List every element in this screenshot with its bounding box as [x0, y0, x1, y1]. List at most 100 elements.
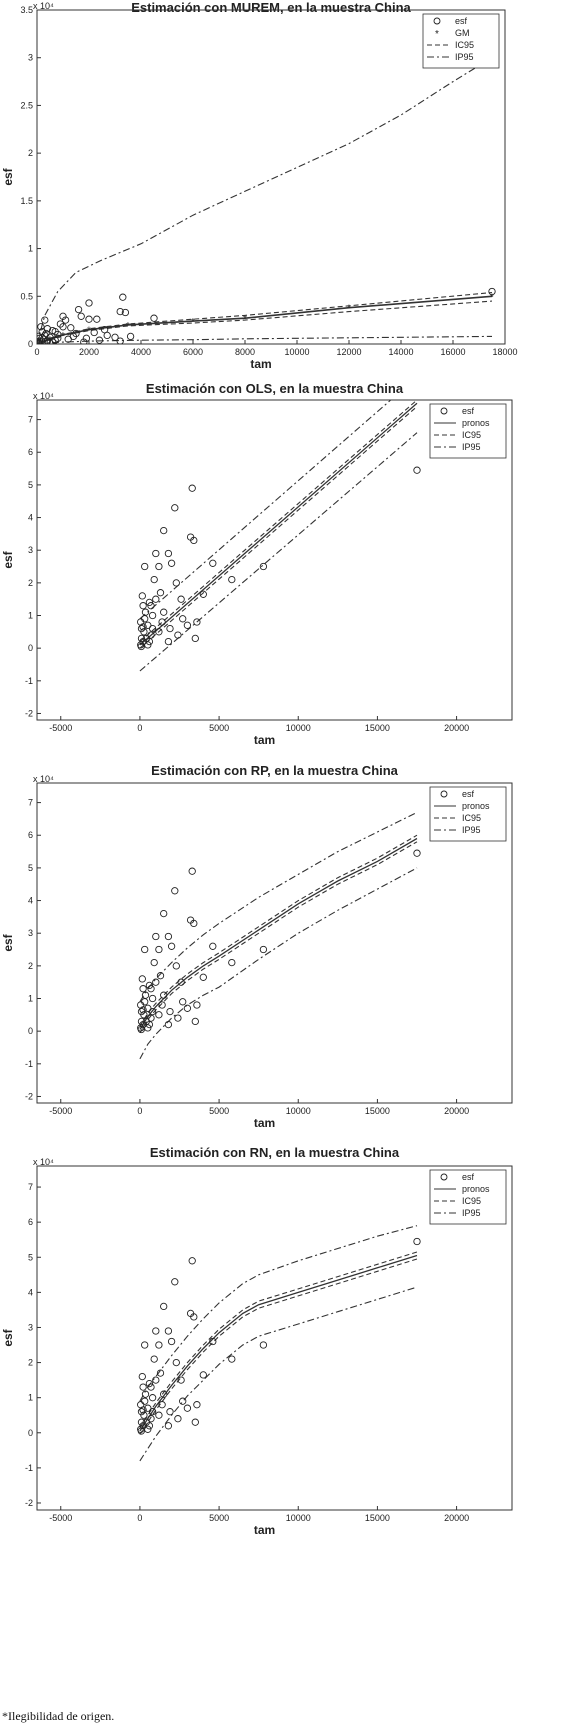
- x-tick-label: 5000: [209, 1106, 229, 1116]
- data-point: [177, 595, 185, 603]
- data-point: [160, 1390, 168, 1398]
- data-point: [145, 1379, 154, 1388]
- data-point: [164, 1020, 173, 1029]
- y-tick-label: 4: [28, 1287, 33, 1297]
- series-line-ip95: [139, 432, 418, 672]
- chart-ols: Estimación con OLS, en la muestra China x…: [1, 381, 513, 747]
- series-line-ic95: [139, 841, 418, 1034]
- series-line-ip95: [37, 335, 493, 344]
- legend-label: pronos: [462, 1184, 490, 1194]
- y-tick-label: 5: [28, 480, 33, 490]
- data-point: [155, 1341, 163, 1349]
- data-point: [193, 1001, 201, 1009]
- legend-marker-esf: [440, 407, 448, 415]
- chart-title: Estimación con RN, en la muestra China: [150, 1145, 400, 1160]
- data-point: [152, 595, 160, 603]
- x-tick-label: 10000: [284, 347, 309, 357]
- y-tick-label: 3: [28, 1322, 33, 1332]
- footnote: *Ilegibilidad de origen.: [2, 1709, 115, 1723]
- data-point: [116, 307, 124, 316]
- data-point: [141, 1390, 150, 1398]
- data-point: [160, 1302, 168, 1311]
- legend-label: IC95: [462, 813, 481, 823]
- y-tick-label: 2: [28, 148, 33, 158]
- chart-rp: Estimación con RP, en la muestra China x …: [1, 763, 513, 1130]
- x-tick-label: 10000: [286, 1513, 311, 1523]
- x-tick-label: 12000: [336, 347, 361, 357]
- y-tick-label: 4: [28, 896, 33, 906]
- x-tick-label: 5000: [209, 723, 229, 733]
- legend-label: IC95: [462, 1196, 481, 1206]
- data-point: [141, 998, 149, 1006]
- data-point: [160, 909, 168, 918]
- data-point: [150, 958, 158, 967]
- data-point: [145, 637, 154, 646]
- data-point: [259, 562, 268, 571]
- y-axis-label: esf: [1, 550, 15, 568]
- data-point: [209, 559, 217, 567]
- x-tick-label: -5000: [49, 1106, 72, 1116]
- data-point: [141, 615, 149, 623]
- legend-label: IP95: [462, 825, 481, 835]
- x-tick-label: 15000: [365, 723, 390, 733]
- y-tick-label: 6: [28, 447, 33, 457]
- y-tick-label: 1: [28, 244, 33, 254]
- legend-label: IP95: [462, 442, 481, 452]
- series-line-ip95: [139, 867, 418, 1060]
- y-tick-label: 7: [28, 798, 33, 808]
- plot-frame: [36, 782, 513, 1104]
- data-point: [69, 332, 78, 341]
- legend-marker-gm: *: [435, 29, 439, 40]
- data-point: [137, 1017, 146, 1026]
- data-point: [190, 1313, 198, 1321]
- y-scale-label: x 10⁴: [33, 1, 54, 11]
- x-tick-label: 18000: [492, 347, 517, 357]
- series-line-ic95: [139, 400, 418, 643]
- data-point: [139, 1406, 147, 1414]
- data-point: [191, 1017, 199, 1026]
- gm-marker: *: [87, 326, 91, 337]
- data-point: [137, 1025, 145, 1034]
- series-line-ic95: [139, 1251, 418, 1428]
- plot-frame: [36, 9, 506, 345]
- data-point: [61, 316, 70, 324]
- data-point: [191, 1418, 199, 1426]
- gm-marker: *: [191, 317, 195, 328]
- series-line-ip95: [139, 400, 392, 620]
- data-point: [145, 1422, 154, 1430]
- data-point: [171, 504, 179, 512]
- data-point: [148, 611, 157, 620]
- data-point: [413, 1237, 421, 1246]
- data-point: [150, 1355, 158, 1363]
- data-point: [144, 1404, 152, 1412]
- data-point: [171, 1278, 179, 1286]
- y-tick-label: 0: [28, 1026, 33, 1036]
- y-scale-label: x 10⁴: [33, 391, 54, 401]
- data-point: [177, 1376, 185, 1384]
- data-point: [174, 631, 182, 639]
- data-point: [183, 1004, 192, 1012]
- x-tick-label: 14000: [388, 347, 413, 357]
- legend-box: [422, 13, 500, 69]
- legend-label: esf: [455, 16, 468, 26]
- series-line-ic95: [139, 834, 418, 1027]
- y-tick-label: 7: [28, 1182, 33, 1192]
- data-point: [42, 329, 50, 338]
- legend-marker-esf: [433, 17, 441, 25]
- x-tick-label: 16000: [440, 347, 465, 357]
- data-point: [145, 1020, 154, 1029]
- legend-label: IC95: [462, 430, 481, 440]
- data-point: [164, 1327, 173, 1335]
- y-tick-label: 2.5: [20, 100, 33, 110]
- data-point: [67, 324, 75, 332]
- legend-label: esf: [462, 406, 475, 416]
- data-point: [77, 312, 85, 320]
- y-tick-label: -2: [25, 708, 33, 718]
- data-point: [144, 621, 152, 629]
- data-point: [156, 1369, 165, 1377]
- series-line-ip95: [37, 57, 493, 344]
- chart-title: Estimación con OLS, en la muestra China: [146, 381, 404, 396]
- x-tick-label: 6000: [183, 347, 203, 357]
- x-tick-label: 8000: [235, 347, 255, 357]
